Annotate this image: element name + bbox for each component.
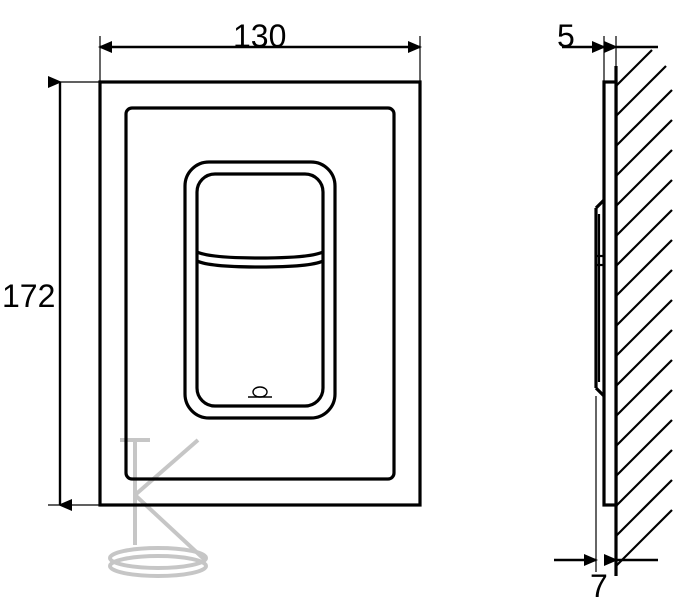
panel-profile [604,82,616,505]
button-surface [197,174,323,406]
grohe-brand-mark [248,387,272,397]
button-recess [185,162,335,418]
dim-width-value: 130 [233,18,286,55]
plate-outer [100,82,420,505]
dimensions [48,36,658,576]
technical-drawing [0,0,691,610]
front-view [100,82,420,505]
side-view [596,50,672,576]
wall-hatching [616,50,672,566]
button-split [197,252,323,267]
dim-height-value: 172 [2,278,55,315]
dim-height [48,82,100,505]
dim-depth-value: 5 [557,18,575,55]
dim-gap-value: 7 [590,568,608,605]
plate-inner [126,108,394,479]
